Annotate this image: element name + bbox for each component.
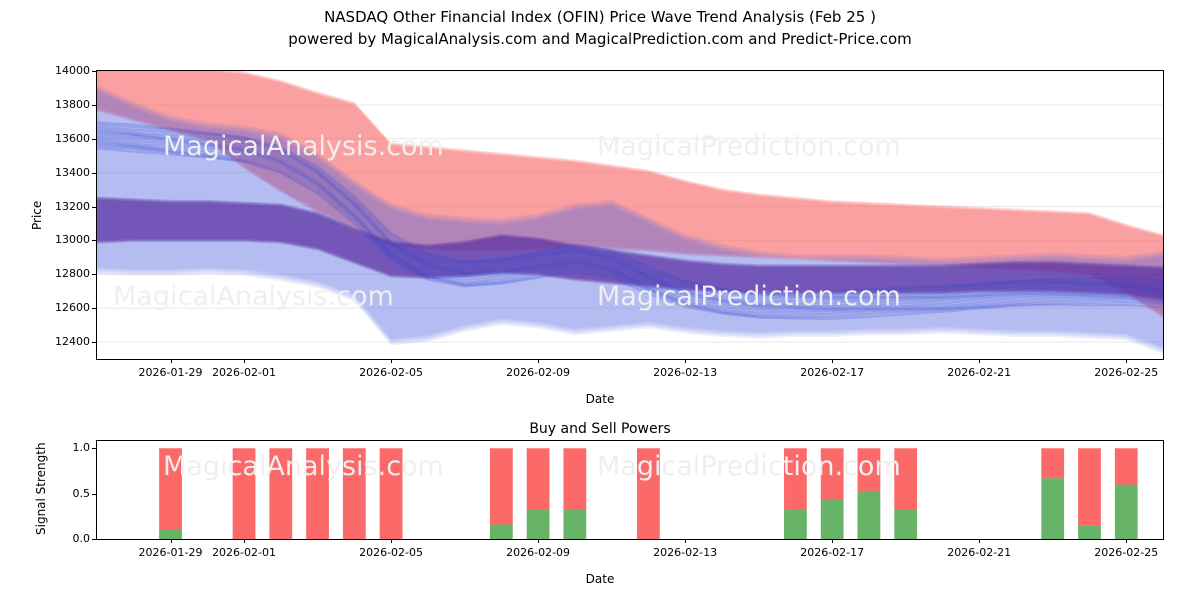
x-tick-mark bbox=[979, 359, 981, 363]
signal-x-tick-mark bbox=[685, 539, 687, 543]
signal-x-tick-label: 2026-02-05 bbox=[359, 546, 424, 559]
x-tick-label: 2026-02-21 bbox=[947, 366, 1012, 379]
x-tick-mark bbox=[391, 359, 393, 363]
y-tick-label: 12800 bbox=[55, 267, 90, 281]
signal-y-tick-label: 1.0 bbox=[72, 441, 91, 455]
buy-sell-title: Buy and Sell Powers bbox=[529, 421, 671, 437]
signal-y-tick-mark bbox=[92, 539, 96, 540]
y-tick-label: 13600 bbox=[55, 131, 90, 145]
y-tick-label: 13200 bbox=[55, 199, 90, 213]
y-tick-mark bbox=[92, 172, 96, 174]
signal-y-tick-mark bbox=[92, 448, 96, 450]
y-tick-mark bbox=[92, 138, 96, 140]
signal-y-tick-mark bbox=[92, 493, 96, 495]
x-tick-mark bbox=[244, 359, 246, 363]
price-wave-chart: MagicalAnalysis.com MagicalPrediction.co… bbox=[96, 70, 1164, 360]
price-wave-svg bbox=[97, 71, 1163, 354]
x-tick-mark bbox=[538, 359, 540, 363]
x-tick-label: 2026-02-13 bbox=[653, 366, 718, 379]
y-tick-label: 13400 bbox=[55, 165, 90, 179]
x-tick-mark bbox=[170, 359, 172, 363]
buy-sell-chart: MagicalAnalysis.com MagicalPrediction.co… bbox=[96, 440, 1164, 540]
y-tick-label: 13000 bbox=[55, 233, 90, 247]
x-tick-label: 2026-02-01 bbox=[212, 366, 276, 379]
signal-x-tick-label: 2026-02-09 bbox=[506, 546, 571, 559]
signal-x-tick-label: 2026-02-21 bbox=[947, 546, 1012, 559]
signal-x-axis-title: Date bbox=[585, 572, 615, 586]
y-tick-label: 12400 bbox=[55, 335, 90, 349]
x-tick-label: 2026-02-05 bbox=[359, 366, 424, 379]
price-y-axis-title: Price bbox=[30, 200, 44, 230]
x-tick-label: 2026-02-09 bbox=[506, 366, 571, 379]
signal-x-tick-label: 2026-02-13 bbox=[653, 546, 718, 559]
y-tick-label: 13800 bbox=[55, 97, 90, 111]
signal-x-tick-mark bbox=[832, 539, 834, 543]
x-tick-mark bbox=[685, 359, 687, 363]
page-title: NASDAQ Other Financial Index (OFIN) Pric… bbox=[324, 8, 876, 26]
signal-x-tick-mark bbox=[538, 539, 540, 543]
signal-x-tick-label: 2026-02-01 bbox=[212, 546, 276, 559]
y-tick-mark bbox=[92, 274, 96, 276]
y-tick-mark bbox=[92, 104, 96, 106]
signal-x-tick-mark bbox=[391, 539, 393, 543]
x-tick-label: 2026-01-29 bbox=[138, 366, 203, 379]
y-tick-mark bbox=[92, 308, 96, 310]
signal-x-tick-label: 2026-02-17 bbox=[800, 546, 865, 559]
signal-x-tick-mark bbox=[170, 539, 172, 543]
price-x-axis-title: Date bbox=[585, 392, 615, 406]
y-tick-mark bbox=[92, 71, 96, 72]
y-tick-mark bbox=[92, 342, 96, 344]
x-tick-label: 2026-02-25 bbox=[1094, 366, 1159, 379]
y-tick-mark bbox=[92, 206, 96, 208]
page-subtitle: powered by MagicalAnalysis.com and Magic… bbox=[288, 30, 912, 48]
x-tick-mark bbox=[832, 359, 834, 363]
x-tick-mark bbox=[1126, 359, 1128, 363]
signal-x-tick-label: 2026-02-25 bbox=[1094, 546, 1159, 559]
signal-x-tick-mark bbox=[979, 539, 981, 543]
x-tick-label: 2026-02-17 bbox=[800, 366, 865, 379]
y-tick-label: 14000 bbox=[55, 64, 90, 77]
y-tick-label: 12600 bbox=[55, 301, 90, 315]
signal-y-tick-label: 0.0 bbox=[72, 532, 91, 545]
y-tick-mark bbox=[92, 240, 96, 242]
buy-sell-svg bbox=[159, 448, 1138, 539]
signal-x-tick-mark bbox=[244, 539, 246, 543]
signal-x-tick-mark bbox=[1126, 539, 1128, 543]
signal-y-tick-label: 0.5 bbox=[72, 486, 91, 500]
signal-y-axis-title: Signal Strength bbox=[34, 442, 48, 535]
signal-x-tick-label: 2026-01-29 bbox=[138, 546, 203, 559]
